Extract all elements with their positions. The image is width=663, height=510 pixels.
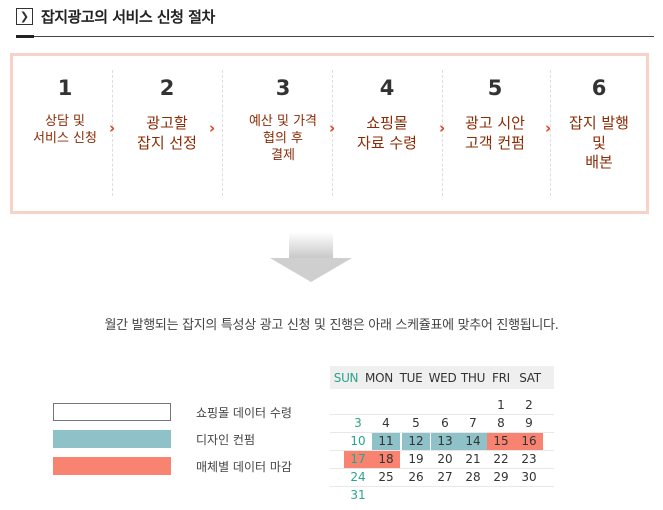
step-number: 6 [591,76,607,100]
weekday-tue: TUE [399,370,423,385]
process-step-5: 5 광고 시안 고객 컨펌 [447,56,543,211]
legend-label: 매체별 데이터 마감 [196,459,292,474]
legend-swatch [53,403,171,421]
legend-swatch [53,430,171,448]
step-divider [550,70,551,196]
calendar-day: 4 [382,416,390,430]
step-arrow-icon: › [109,119,116,137]
calendar-day: 25 [378,470,394,484]
step-label: 광고할 잡지 선정 [137,114,197,152]
process-step-2: 2 광고할 잡지 선정 [119,56,215,211]
legend-item: 쇼핑몰 데이터 수령 [53,403,292,421]
calendar-day: 9 [525,416,533,430]
calendar-day: 15 [487,433,515,450]
step-label: 쇼핑몰 자료 수령 [357,114,417,152]
calendar-day: 5 [412,416,420,430]
step-label: 잡지 발행 및 배본 [569,114,629,171]
step-arrow-icon: › [329,119,336,137]
step-number: 1 [57,76,73,100]
calendar-day: 26 [408,470,424,484]
step-arrow-icon: › [545,119,552,137]
schedule-calendar: SUN MON TUE WED THU FRI SAT 1 2 3 4 5 6 7 8 9 10 11 12 13 1… [330,366,554,504]
process-step-1: 1 상담 및 서비스 신청 [21,56,109,211]
legend-item: 디자인 컨펌 [53,430,255,448]
calendar-day: 21 [465,452,481,466]
step-divider [112,70,113,196]
calendar-day: 2 [525,398,533,412]
calendar-day: 8 [497,416,505,430]
calendar-day: 3 [354,416,362,430]
step-label: 예산 및 가격 협의 후 결제 [248,114,318,163]
process-steps: 1 상담 및 서비스 신청 2 광고할 잡지 선정 3 예산 및 가격 협의 후 결제 4 쇼… [10,53,649,214]
legend-label: 쇼핑몰 데이터 수령 [196,405,292,420]
step-divider [442,70,443,196]
legend-label: 디자인 컨펌 [196,432,256,447]
step-divider [332,70,333,196]
calendar-day: 19 [408,452,424,466]
calendar-day: 27 [437,470,453,484]
step-number: 5 [487,76,503,100]
down-arrow-icon [270,232,352,282]
chevron-right-icon: ❯ [16,8,33,25]
calendar-day: 1 [497,398,505,412]
calendar-day: 13 [431,433,459,450]
step-number: 3 [275,76,291,100]
step-number: 4 [379,76,395,100]
section-title: 잡지광고의 서비스 신청 절차 [41,8,215,26]
calendar-day: 20 [437,452,453,466]
calendar-day: 23 [521,452,537,466]
calendar-week: 24 25 26 27 28 29 30 [330,469,554,487]
calendar-day: 10 [350,434,366,448]
step-label: 상담 및 서비스 신청 [33,114,97,146]
legend-swatch [53,457,171,475]
process-step-3: 3 예산 및 가격 협의 후 결제 [231,56,335,211]
header-divider [16,36,654,37]
calendar-day: 18 [372,451,400,468]
calendar-day: 6 [441,416,449,430]
weekday-mon: MON [365,370,393,385]
calendar-week: 3 4 5 6 7 8 9 [330,415,554,433]
calendar-day: 14 [459,433,487,450]
calendar-day: 31 [350,488,366,502]
step-divider [222,70,223,196]
calendar-day: 22 [493,452,509,466]
calendar-day: 24 [350,470,366,484]
section-header: ❯ 잡지광고의 서비스 신청 절차 [16,6,215,27]
calendar-day: 29 [493,470,509,484]
weekday-thu: THU [460,370,486,385]
calendar-day: 28 [465,470,481,484]
calendar-day: 11 [372,433,400,450]
header-divider-accent [16,35,34,38]
calendar-week: 10 11 12 13 14 15 16 [330,433,554,451]
schedule-notice: 월간 발행되는 잡지의 특성상 광고 신청 및 진행은 아래 스케쥴표에 맞추어… [104,318,559,333]
calendar-week: 31 [330,487,554,504]
calendar-day: 12 [402,433,430,450]
step-arrow-icon: › [439,119,446,137]
step-label: 광고 시안 고객 컨펌 [465,114,525,152]
step-arrow-icon: › [209,119,216,137]
legend-item: 매체별 데이터 마감 [53,457,292,475]
step-number: 2 [159,76,175,100]
weekday-wed: WED [428,370,457,385]
calendar-day: 16 [515,433,543,450]
calendar-week: 17 18 19 20 21 22 23 [330,451,554,469]
weekday-sun: SUN [333,370,359,385]
weekday-sat: SAT [519,370,541,385]
calendar-day: 30 [521,470,537,484]
process-step-4: 4 쇼핑몰 자료 수령 [339,56,435,211]
weekday-fri: FRI [492,370,510,385]
process-step-6: 6 잡지 발행 및 배본 [553,56,645,211]
calendar-day: 7 [469,416,477,430]
calendar-weekday-header: SUN MON TUE WED THU FRI SAT [330,366,554,389]
calendar-day: 17 [344,451,372,468]
